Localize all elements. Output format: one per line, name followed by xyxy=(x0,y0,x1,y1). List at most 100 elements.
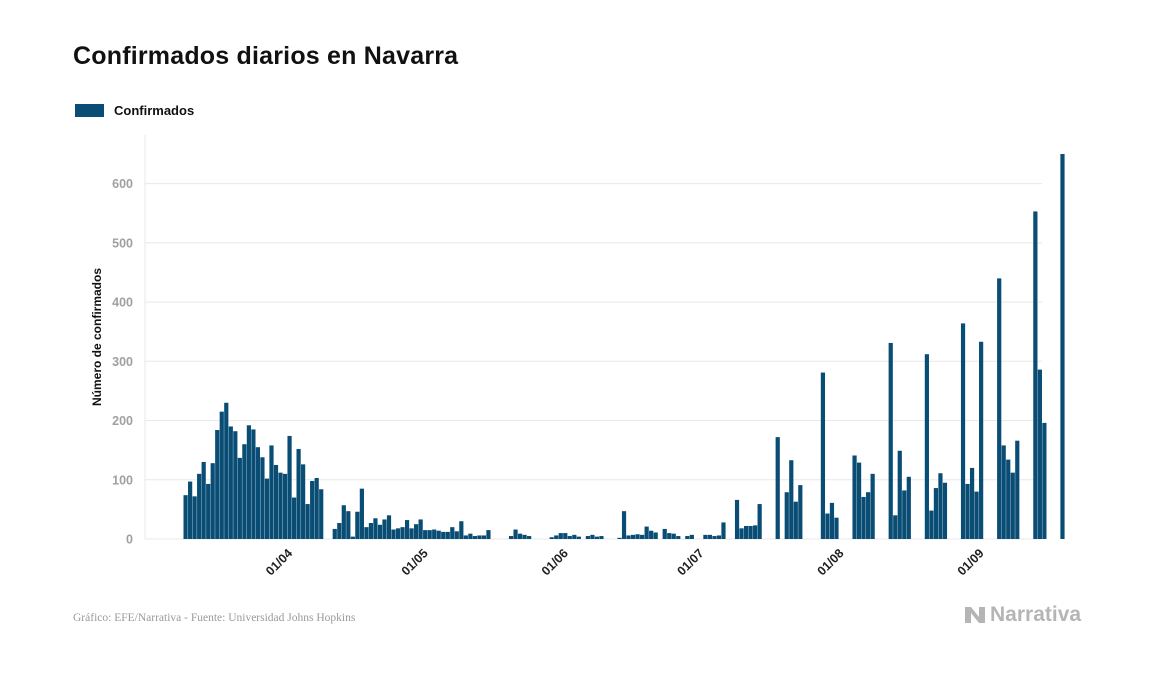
bar xyxy=(743,525,749,539)
source-credit: Gráfico: EFE/Narrativa - Fuente: Univers… xyxy=(73,612,356,624)
bar xyxy=(201,462,206,539)
bar xyxy=(391,529,396,539)
bar xyxy=(979,341,984,539)
y-tick-label: 500 xyxy=(112,236,133,250)
bar xyxy=(445,531,450,539)
narrativa-logo-icon xyxy=(965,607,985,623)
bar xyxy=(188,481,193,539)
bar xyxy=(1037,369,1042,539)
bar xyxy=(233,431,238,539)
bar xyxy=(355,511,360,539)
bar xyxy=(572,534,577,539)
bar xyxy=(965,483,970,539)
bar xyxy=(563,533,568,539)
bar xyxy=(459,521,464,539)
bar xyxy=(757,504,762,539)
bar xyxy=(183,495,188,539)
bar xyxy=(567,536,572,539)
bar xyxy=(685,536,690,539)
brand-logo: Narrativa xyxy=(963,603,1081,627)
bar xyxy=(739,528,744,539)
bar xyxy=(427,530,432,539)
bar xyxy=(630,534,636,539)
bar xyxy=(310,480,315,539)
bar xyxy=(712,536,717,539)
bar xyxy=(929,510,934,539)
bar xyxy=(549,537,554,539)
bar xyxy=(273,464,279,539)
bar xyxy=(337,523,342,539)
legend-label: Confirmados xyxy=(114,103,195,118)
bar xyxy=(997,278,1002,539)
bar xyxy=(210,463,215,539)
bar xyxy=(332,528,337,539)
bar xyxy=(382,519,387,539)
bar xyxy=(897,450,902,539)
bar xyxy=(454,531,459,539)
bar xyxy=(301,464,306,539)
bar xyxy=(197,473,202,539)
bar xyxy=(373,518,378,539)
bar xyxy=(282,473,288,539)
bar xyxy=(667,533,672,539)
y-tick-label: 400 xyxy=(112,296,133,310)
brand-name: Narrativa xyxy=(990,603,1082,626)
bar xyxy=(599,536,604,539)
bar xyxy=(590,534,595,539)
bar xyxy=(902,490,907,539)
bar xyxy=(206,483,211,539)
bar xyxy=(522,534,527,539)
bar xyxy=(404,520,410,539)
bar xyxy=(798,485,803,539)
bar xyxy=(635,534,640,539)
bar xyxy=(400,527,405,539)
legend-swatch xyxy=(75,104,104,117)
bar xyxy=(432,529,437,539)
bar xyxy=(264,478,270,539)
bar xyxy=(368,523,374,539)
bar xyxy=(463,535,468,539)
bar xyxy=(617,537,622,539)
bar xyxy=(350,536,355,539)
bar xyxy=(341,505,346,539)
bar xyxy=(269,445,274,539)
bar xyxy=(1006,459,1011,539)
bar xyxy=(260,457,265,539)
bar xyxy=(888,342,893,539)
bar xyxy=(640,534,645,539)
bar xyxy=(242,444,247,539)
bar xyxy=(441,531,446,539)
bar xyxy=(314,477,319,539)
bar xyxy=(219,411,224,539)
bar xyxy=(359,488,364,539)
bar xyxy=(1015,440,1020,539)
bar xyxy=(870,473,875,539)
bar xyxy=(585,536,590,539)
x-tick-label: 01/06 xyxy=(539,546,571,578)
bar xyxy=(861,496,866,539)
y-tick-label: 600 xyxy=(112,177,133,191)
bar xyxy=(450,527,455,539)
bar xyxy=(716,535,722,539)
bar xyxy=(409,528,414,539)
bars xyxy=(183,154,1065,539)
bar xyxy=(377,524,383,539)
bar xyxy=(228,426,233,539)
bar xyxy=(594,536,600,539)
bar xyxy=(215,430,220,539)
bar xyxy=(527,536,532,539)
bar xyxy=(734,499,740,539)
bar xyxy=(481,535,487,539)
bar xyxy=(436,530,441,539)
bar xyxy=(703,534,708,539)
y-tick-label: 100 xyxy=(112,473,133,487)
bar xyxy=(278,472,283,539)
y-tick-label: 300 xyxy=(112,355,133,369)
bar xyxy=(513,529,518,539)
bar xyxy=(852,455,857,539)
bar xyxy=(423,530,428,539)
bar xyxy=(621,511,627,539)
bar xyxy=(472,536,477,539)
bar xyxy=(820,372,826,539)
